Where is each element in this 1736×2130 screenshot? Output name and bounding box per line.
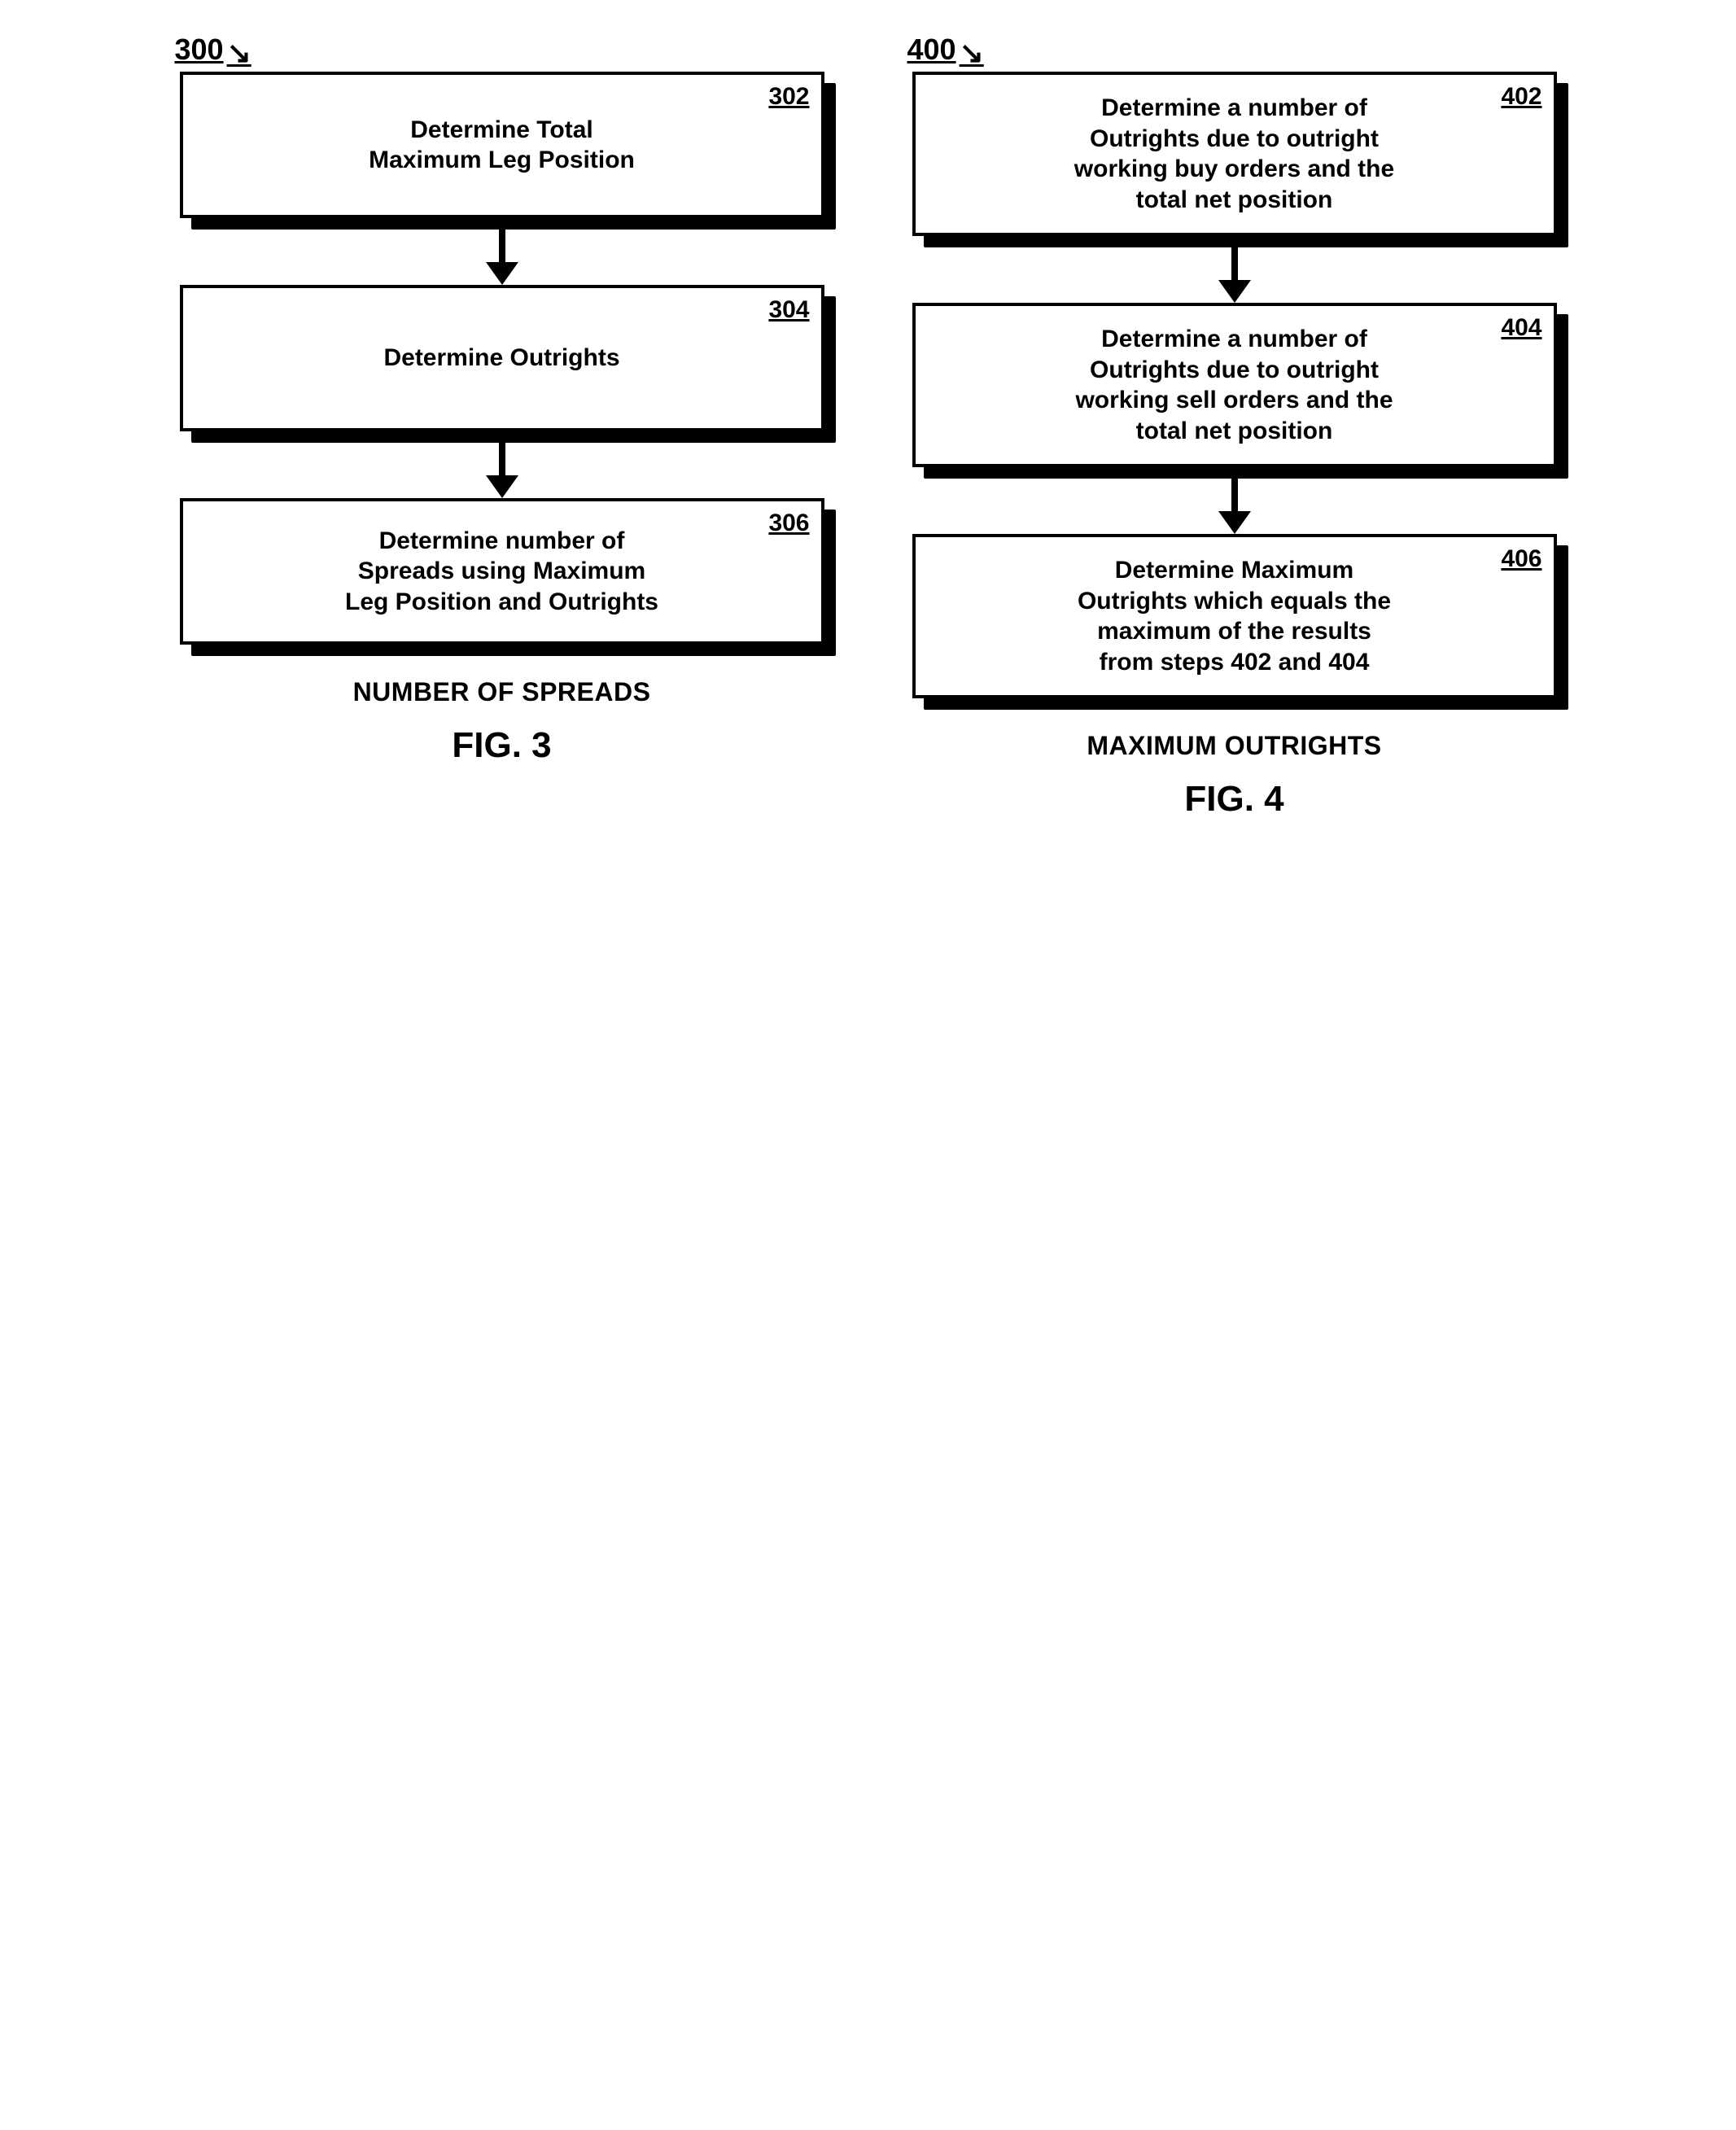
box-404: 404 Determine a number ofOutrights due t… — [912, 303, 1557, 467]
box-406: 406 Determine MaximumOutrights which equ… — [912, 534, 1557, 698]
box-406-text: Determine MaximumOutrights which equals … — [1078, 555, 1391, 677]
figure-label-3: FIG. 3 — [452, 725, 551, 766]
arrow-stem — [1231, 247, 1238, 280]
diagram-page: 300 ↘ 302 Determine TotalMaximum Leg Pos… — [136, 33, 1601, 820]
box-402-text: Determine a number ofOutrights due to ou… — [1074, 93, 1394, 215]
box-302-wrap: 302 Determine TotalMaximum Leg Position — [180, 72, 824, 218]
box-304: 304 Determine Outrights — [180, 285, 824, 431]
arrow-stem — [1231, 479, 1238, 511]
flow-ref-hook-icon: ↘ — [227, 36, 251, 70]
figure-label-4: FIG. 4 — [1184, 779, 1283, 820]
flow-ref-300-label: 300 — [175, 33, 224, 67]
flow-ref-300: 300 ↘ — [175, 33, 251, 67]
box-304-wrap: 304 Determine Outrights — [180, 285, 824, 431]
arrow-stem — [499, 443, 505, 475]
box-306: 306 Determine number ofSpreads using Max… — [180, 498, 824, 645]
arrow-1-fig4 — [1218, 247, 1251, 303]
box-406-wrap: 406 Determine MaximumOutrights which equ… — [912, 534, 1557, 698]
caption-fig3: NUMBER OF SPREADS — [353, 677, 651, 707]
flowchart-fig3: 300 ↘ 302 Determine TotalMaximum Leg Pos… — [180, 33, 824, 766]
box-302-text: Determine TotalMaximum Leg Position — [369, 115, 635, 176]
box-404-num: 404 — [1501, 314, 1541, 342]
flow-ref-400: 400 ↘ — [907, 33, 984, 67]
flowchart-fig4: 400 ↘ 402 Determine a number ofOutrights… — [912, 33, 1557, 820]
box-404-text: Determine a number ofOutrights due to ou… — [1075, 324, 1393, 446]
flow-ref-400-label: 400 — [907, 33, 956, 67]
box-402-wrap: 402 Determine a number ofOutrights due t… — [912, 72, 1557, 236]
box-302-num: 302 — [768, 83, 809, 111]
arrow-head-icon — [486, 475, 518, 498]
arrow-head-icon — [1218, 511, 1251, 534]
box-304-num: 304 — [768, 296, 809, 324]
box-402-num: 402 — [1501, 83, 1541, 111]
box-404-wrap: 404 Determine a number ofOutrights due t… — [912, 303, 1557, 467]
flow-ref-hook-icon: ↘ — [960, 36, 984, 70]
arrow-head-icon — [1218, 280, 1251, 303]
arrow-1-fig3 — [486, 230, 518, 285]
arrow-head-icon — [486, 262, 518, 285]
caption-fig4: MAXIMUM OUTRIGHTS — [1087, 731, 1381, 761]
box-306-wrap: 306 Determine number ofSpreads using Max… — [180, 498, 824, 645]
arrow-stem — [499, 230, 505, 262]
arrow-2-fig4 — [1218, 479, 1251, 534]
box-402: 402 Determine a number ofOutrights due t… — [912, 72, 1557, 236]
box-406-num: 406 — [1501, 545, 1541, 573]
box-302: 302 Determine TotalMaximum Leg Position — [180, 72, 824, 218]
box-306-text: Determine number ofSpreads using Maximum… — [345, 526, 658, 618]
box-306-num: 306 — [768, 510, 809, 537]
arrow-2-fig3 — [486, 443, 518, 498]
box-304-text: Determine Outrights — [383, 343, 619, 374]
